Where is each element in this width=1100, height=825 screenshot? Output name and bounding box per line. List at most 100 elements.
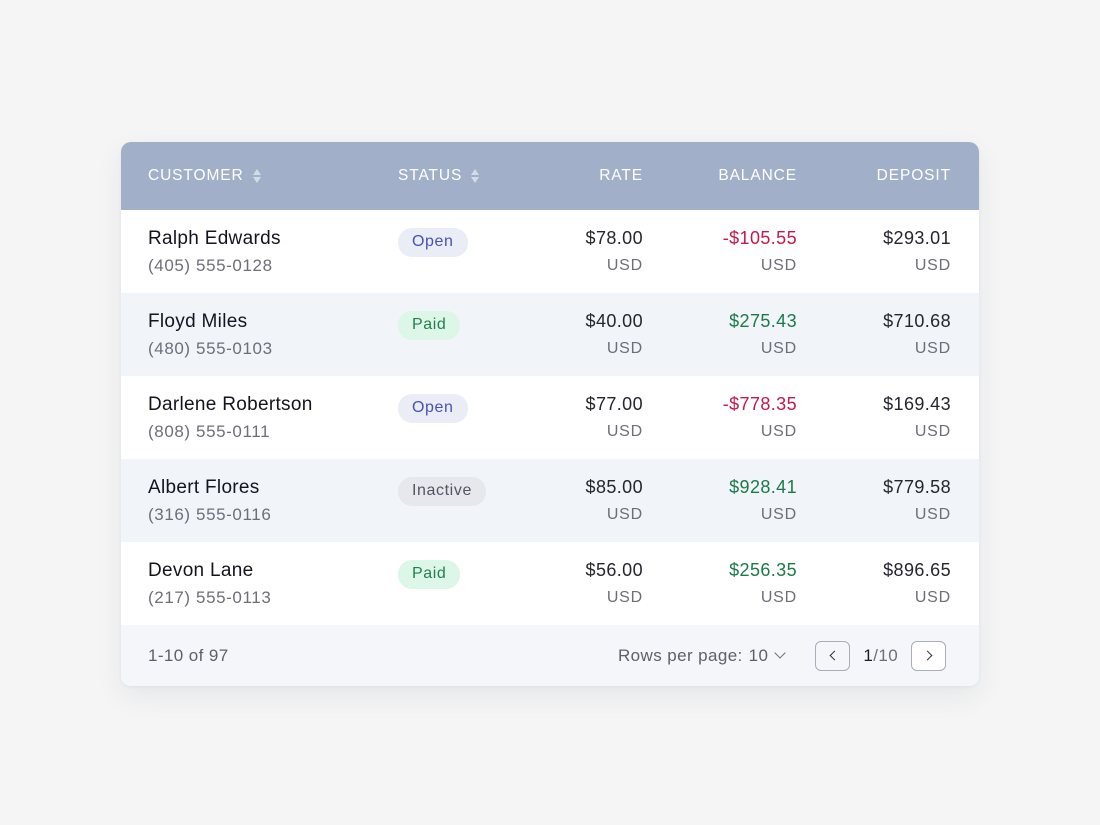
- column-header-deposit: DEPOSIT: [797, 167, 951, 185]
- table-row[interactable]: Floyd Miles (480) 555-0103 Paid $40.00 USD $2…: [121, 293, 979, 376]
- rate-cell: $40.00 USD: [548, 293, 643, 358]
- deposit-amount: $293.01: [883, 228, 951, 248]
- deposit-cell: $169.43 USD: [797, 376, 951, 441]
- rate-currency: USD: [606, 340, 643, 357]
- chevron-right-icon: [922, 650, 933, 661]
- customer-name: Devon Lane: [148, 560, 254, 581]
- customer-name: Ralph Edwards: [148, 228, 281, 249]
- status-badge: Paid: [398, 311, 461, 340]
- customer-cell: Devon Lane (217) 555-0113: [121, 542, 398, 608]
- rate-cell: $85.00 USD: [548, 459, 643, 524]
- balance-amount: -$778.35: [722, 394, 797, 414]
- rows-per-page-select[interactable]: Rows per page: 10: [618, 645, 787, 666]
- status-cell: Inactive: [398, 459, 548, 506]
- rate-currency: USD: [606, 257, 643, 274]
- status-badge: Open: [398, 228, 468, 257]
- customer-phone: (316) 555-0116: [148, 505, 272, 524]
- column-header-status[interactable]: STATUS: [398, 167, 548, 185]
- rate-amount: $56.00: [585, 560, 643, 580]
- rate-currency: USD: [606, 589, 643, 606]
- deposit-currency: USD: [914, 506, 951, 523]
- sort-icon[interactable]: [252, 169, 261, 183]
- customer-name: Darlene Robertson: [148, 394, 313, 415]
- balance-cell: $275.43 USD: [643, 293, 797, 358]
- customer-phone: (808) 555-0111: [148, 422, 271, 441]
- rate-cell: $56.00 USD: [548, 542, 643, 607]
- table-body: Ralph Edwards (405) 555-0128 Open $78.00 USD…: [121, 210, 979, 625]
- deposit-cell: $896.65 USD: [797, 542, 951, 607]
- status-cell: Open: [398, 210, 548, 257]
- balance-cell: -$778.35 USD: [643, 376, 797, 441]
- customers-table: CUSTOMER STATUS RATE BALANCE DEPOSIT Ral…: [121, 142, 979, 686]
- table-footer: 1-10 of 97 Rows per page: 10 1/10: [121, 625, 979, 686]
- column-header-label: STATUS: [398, 167, 463, 184]
- deposit-cell: $779.58 USD: [797, 459, 951, 524]
- deposit-cell: $710.68 USD: [797, 293, 951, 358]
- deposit-currency: USD: [914, 257, 951, 274]
- balance-amount: -$105.55: [722, 228, 797, 248]
- deposit-amount: $710.68: [883, 311, 951, 331]
- status-badge: Inactive: [398, 477, 486, 506]
- rate-currency: USD: [606, 506, 643, 523]
- balance-currency: USD: [760, 423, 797, 440]
- status-badge: Open: [398, 394, 468, 423]
- table-row[interactable]: Ralph Edwards (405) 555-0128 Open $78.00 USD…: [121, 210, 979, 293]
- column-header-balance: BALANCE: [643, 167, 797, 185]
- table-row[interactable]: Devon Lane (217) 555-0113 Paid $56.00 USD $25…: [121, 542, 979, 625]
- next-page-button[interactable]: [911, 640, 947, 671]
- deposit-currency: USD: [914, 340, 951, 357]
- rate-amount: $77.00: [585, 394, 643, 414]
- chevron-down-icon: [774, 647, 787, 659]
- balance-cell: $256.35 USD: [643, 542, 797, 607]
- page-indicator: 1/10: [863, 646, 898, 666]
- rate-cell: $78.00 USD: [548, 210, 643, 275]
- column-header-customer[interactable]: CUSTOMER: [121, 167, 398, 185]
- rate-amount: $40.00: [585, 311, 643, 331]
- deposit-cell: $293.01 USD: [797, 210, 951, 275]
- status-cell: Open: [398, 376, 548, 423]
- row-range-text: 1-10 of 97: [148, 645, 229, 665]
- chevron-left-icon: [829, 650, 840, 661]
- column-header-label: RATE: [599, 167, 643, 184]
- previous-page-button[interactable]: [815, 640, 851, 671]
- customer-cell: Ralph Edwards (405) 555-0128: [121, 210, 398, 276]
- column-header-label: BALANCE: [718, 167, 797, 184]
- customer-name: Floyd Miles: [148, 311, 248, 332]
- status-badge: Paid: [398, 560, 461, 589]
- table-row[interactable]: Albert Flores (316) 555-0116 Inactive $85.0…: [121, 459, 979, 542]
- status-cell: Paid: [398, 293, 548, 340]
- status-cell: Paid: [398, 542, 548, 589]
- sort-icon[interactable]: [471, 169, 480, 183]
- balance-cell: -$105.55 USD: [643, 210, 797, 275]
- rows-per-page-label: Rows per page:: [618, 645, 743, 665]
- rate-currency: USD: [606, 423, 643, 440]
- customer-cell: Albert Flores (316) 555-0116: [121, 459, 398, 525]
- rate-amount: $85.00: [585, 477, 643, 497]
- total-pages: /10: [873, 645, 899, 665]
- customer-cell: Darlene Robertson (808) 555-0111: [121, 376, 398, 442]
- balance-currency: USD: [760, 340, 797, 357]
- balance-currency: USD: [760, 257, 797, 274]
- deposit-amount: $896.65: [883, 560, 951, 580]
- balance-amount: $256.35: [729, 560, 797, 580]
- customer-phone: (405) 555-0128: [148, 256, 273, 275]
- table-row[interactable]: Darlene Robertson (808) 555-0111 Open $77.0…: [121, 376, 979, 459]
- deposit-amount: $169.43: [883, 394, 951, 414]
- pagination: 1/10: [815, 640, 947, 671]
- rows-per-page-value: 10: [748, 645, 769, 665]
- customer-phone: (480) 555-0103: [148, 339, 273, 358]
- customer-name: Albert Flores: [148, 477, 260, 498]
- rate-cell: $77.00 USD: [548, 376, 643, 441]
- customer-cell: Floyd Miles (480) 555-0103: [121, 293, 398, 359]
- deposit-currency: USD: [914, 589, 951, 606]
- balance-currency: USD: [760, 506, 797, 523]
- column-header-label: CUSTOMER: [148, 167, 244, 184]
- current-page: 1: [863, 645, 874, 665]
- balance-amount: $928.41: [729, 477, 797, 497]
- table-header: CUSTOMER STATUS RATE BALANCE DEPOSIT: [121, 142, 979, 210]
- rate-amount: $78.00: [585, 228, 643, 248]
- column-header-rate: RATE: [548, 167, 643, 185]
- balance-currency: USD: [760, 589, 797, 606]
- column-header-label: DEPOSIT: [876, 167, 951, 184]
- deposit-amount: $779.58: [883, 477, 951, 497]
